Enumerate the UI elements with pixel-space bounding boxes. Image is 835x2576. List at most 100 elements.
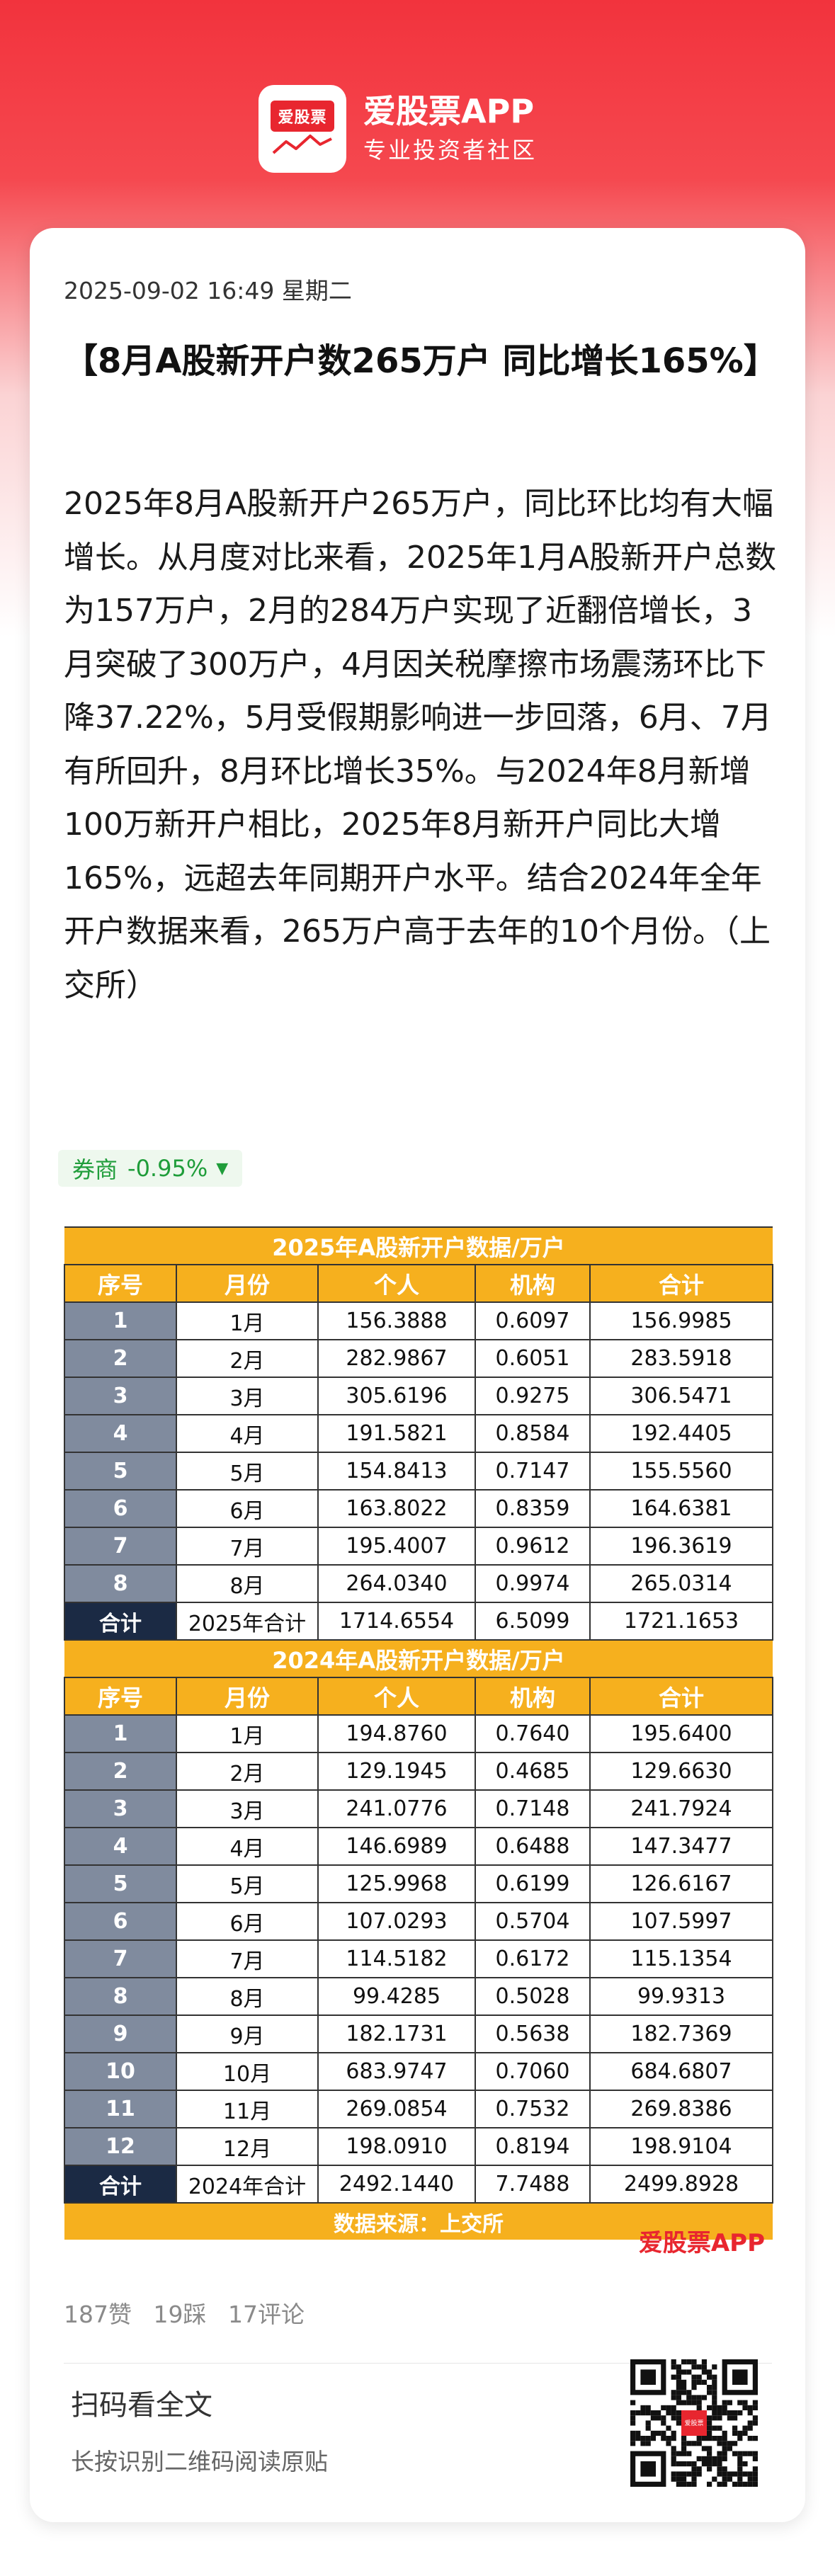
table-cell: 6月 <box>176 1902 319 1941</box>
table-cell: 4 <box>64 1827 177 1866</box>
table-cell: 8月 <box>176 1977 319 2016</box>
table-cell: 3月 <box>176 1377 319 1415</box>
table-cell: 0.9612 <box>475 1527 591 1566</box>
table-cell: 7月 <box>176 1939 319 1978</box>
table-cell: 0.7060 <box>475 2052 591 2091</box>
scan-title: 扫码看全文 <box>71 2389 212 2422</box>
table-row: 8 8月 99.4285 0.5028 99.9313 <box>64 1977 774 2016</box>
table-cell: 1 <box>64 1301 177 1340</box>
table-row: 12 12月 198.0910 0.8194 198.9104 <box>64 2127 774 2166</box>
table-cell: 2 <box>64 1339 177 1378</box>
table-cell: 1 <box>64 1714 177 1753</box>
table-cell: 10月 <box>176 2052 319 2091</box>
table-cell: 0.7532 <box>475 2090 591 2128</box>
table-cell: 264.0340 <box>317 1564 476 1603</box>
table-cell: 1月 <box>176 1301 319 1340</box>
table-row: 3 3月 305.6196 0.9275 306.5471 <box>64 1377 774 1415</box>
column-header: 序号 <box>64 1264 177 1303</box>
column-header: 个人 <box>317 1677 476 1716</box>
table-row: 5 5月 154.8413 0.7147 155.5560 <box>64 1452 774 1491</box>
table-row: 4 4月 191.5821 0.8584 192.4405 <box>64 1414 774 1453</box>
table-cell: 194.8760 <box>317 1714 476 1753</box>
table-total-row: 合计 2024年合计 2492.1440 7.7488 2499.8928 <box>64 2165 774 2204</box>
comment-count[interactable]: 17评论 <box>228 2301 305 2328</box>
table-header-row: 序号 月份 个人 机构 合计 <box>64 1264 774 1303</box>
table-row: 11 11月 269.0854 0.7532 269.8386 <box>64 2090 774 2128</box>
table-cell: 155.5560 <box>589 1452 774 1491</box>
table-cell: 10 <box>64 2052 177 2091</box>
app-name: 爱股票APP <box>363 92 535 130</box>
table-row: 1 1月 156.3888 0.6097 156.9985 <box>64 1301 774 1340</box>
table-cell: 8月 <box>176 1564 319 1603</box>
table-cell: 269.8386 <box>589 2090 774 2128</box>
table-cell: 107.0293 <box>317 1902 476 1941</box>
table-cell: 12 <box>64 2127 177 2166</box>
table-cell: 6 <box>64 1489 177 1528</box>
table-cell: 0.8584 <box>475 1414 591 1453</box>
table-watermark: 爱股票APP <box>638 2229 765 2257</box>
table-cell: 3 <box>64 1789 177 1828</box>
table-cell: 2492.1440 <box>317 2165 476 2204</box>
table-row: 10 10月 683.9747 0.7060 684.6807 <box>64 2052 774 2091</box>
table-cell: 305.6196 <box>317 1377 476 1415</box>
table-cell: 2025年合计 <box>176 1602 319 1641</box>
table-2025-title: 2025年A股新开户数据/万户 <box>64 1226 773 1265</box>
table-cell: 7.7488 <box>475 2165 591 2204</box>
qr-code[interactable]: 爱股票 <box>630 2359 758 2487</box>
scan-subtitle: 长按识别二维码阅读原贴 <box>71 2448 328 2475</box>
table-cell: 4 <box>64 1414 177 1453</box>
table-cell: 129.6630 <box>589 1752 774 1791</box>
table-cell: 0.9275 <box>475 1377 591 1415</box>
table-cell: 241.7924 <box>589 1789 774 1828</box>
table-row: 5 5月 125.9968 0.6199 126.6167 <box>64 1864 774 1903</box>
table-cell: 12月 <box>176 2127 319 2166</box>
table-cell: 265.0314 <box>589 1564 774 1603</box>
table-cell: 156.9985 <box>589 1301 774 1340</box>
dislike-count[interactable]: 19踩 <box>153 2301 207 2328</box>
table-cell: 126.6167 <box>589 1864 774 1903</box>
table-cell: 合计 <box>64 1602 177 1641</box>
table-cell: 0.8194 <box>475 2127 591 2166</box>
table-cell: 182.7369 <box>589 2014 774 2053</box>
table-cell: 2 <box>64 1752 177 1791</box>
table-cell: 0.6199 <box>475 1864 591 1903</box>
down-arrow-icon: ▼ <box>216 1159 229 1178</box>
table-cell: 0.5028 <box>475 1977 591 2016</box>
table-cell: 0.7147 <box>475 1452 591 1491</box>
column-header: 月份 <box>176 1677 319 1716</box>
table-cell: 163.8022 <box>317 1489 476 1528</box>
column-header: 合计 <box>589 1264 774 1303</box>
column-header: 个人 <box>317 1264 476 1303</box>
table-cell: 0.9974 <box>475 1564 591 1603</box>
table-cell: 5月 <box>176 1452 319 1491</box>
table-cell: 0.5704 <box>475 1902 591 1941</box>
table-row: 1 1月 194.8760 0.7640 195.6400 <box>64 1714 774 1753</box>
post-stats: 187赞 19踩 17评论 <box>64 2296 319 2330</box>
table-cell: 195.6400 <box>589 1714 774 1753</box>
table-cell: 6.5099 <box>475 1602 591 1641</box>
table-cell: 0.6097 <box>475 1301 591 1340</box>
table-cell: 8 <box>64 1564 177 1603</box>
table-row: 6 6月 107.0293 0.5704 107.5997 <box>64 1902 774 1941</box>
like-count[interactable]: 187赞 <box>64 2301 132 2328</box>
column-header: 机构 <box>475 1264 591 1303</box>
table-row: 2 2月 282.9867 0.6051 283.5918 <box>64 1339 774 1378</box>
table-cell: 2月 <box>176 1752 319 1791</box>
table-cell: 5 <box>64 1864 177 1903</box>
column-header: 机构 <box>475 1677 591 1716</box>
table-cell: 99.4285 <box>317 1977 476 2016</box>
table-cell: 195.4007 <box>317 1527 476 1566</box>
stock-tag[interactable]: 券商 -0.95% ▼ <box>58 1150 243 1187</box>
table-cell: 146.6989 <box>317 1827 476 1866</box>
table-cell: 198.9104 <box>589 2127 774 2166</box>
table-cell: 282.9867 <box>317 1339 476 1378</box>
column-header: 合计 <box>589 1677 774 1716</box>
table-row: 7 7月 195.4007 0.9612 196.3619 <box>64 1527 774 1566</box>
post-title: 【8月A股新开户数265万户 同比增长165%】 <box>64 341 778 381</box>
account-table: 2025年A股新开户数据/万户 序号 月份 个人 机构 合计 1 1月 156.3888 0.60… <box>64 1226 774 2240</box>
table-row: 2 2月 129.1945 0.4685 129.6630 <box>64 1752 774 1791</box>
table-cell: 156.3888 <box>317 1301 476 1340</box>
qr-logo-label: 爱股票 <box>684 2420 703 2427</box>
table-cell: 0.7640 <box>475 1714 591 1753</box>
table-cell: 0.5638 <box>475 2014 591 2053</box>
